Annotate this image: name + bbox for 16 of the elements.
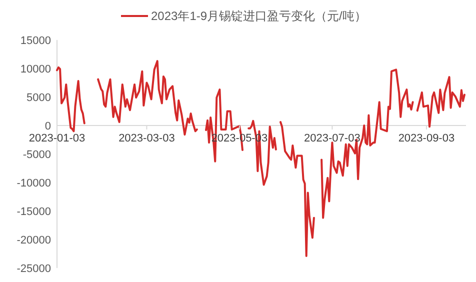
y-tick-label: -20000	[16, 234, 51, 246]
y-tick-label: -5000	[22, 149, 51, 161]
x-tick-label: 2023-09-03	[398, 132, 455, 144]
x-tick-label: 2023-01-03	[28, 132, 86, 144]
x-tick-label: 2023-07-03	[304, 132, 360, 144]
y-tick-label: 10000	[20, 64, 51, 76]
y-tick-label: 5000	[26, 92, 51, 104]
line-series	[416, 76, 466, 128]
y-tick-label: -15000	[16, 206, 51, 218]
line-series	[56, 66, 86, 132]
y-tick-label: -10000	[16, 178, 51, 190]
y-tick-label: 15000	[20, 35, 51, 47]
y-tick-label: 0	[44, 120, 51, 132]
y-tick-label: -25000	[16, 263, 51, 275]
x-tick-label: 2023-03-03	[118, 132, 175, 144]
legend-label: 2023年1-9月锡锭进口盈亏变化（元/吨）	[151, 9, 366, 23]
